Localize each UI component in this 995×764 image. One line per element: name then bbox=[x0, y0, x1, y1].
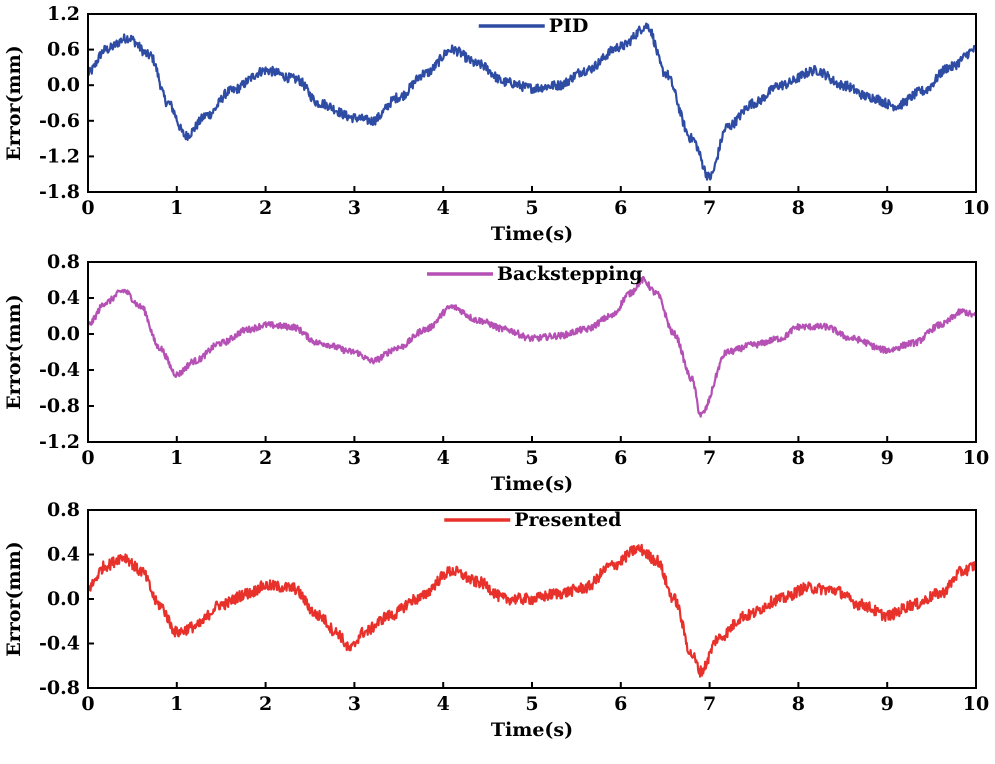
y-axis-title: Error(mm) bbox=[3, 294, 25, 409]
y-tick-label: 0.8 bbox=[47, 251, 80, 273]
x-tick-label: 7 bbox=[703, 693, 716, 715]
y-tick-label: -1.8 bbox=[39, 181, 80, 203]
x-tick-label: 10 bbox=[963, 693, 989, 715]
x-tick-label: 9 bbox=[881, 197, 894, 219]
presented-error-panel: 0 1 2 3 4 5 6 7 8 9 10 0.8 0.4 0.0 -0.4 -0.8 Time(s) Erro… bbox=[3, 499, 989, 741]
y-tick-label: 0.4 bbox=[47, 287, 80, 309]
x-axis-title: Time(s) bbox=[491, 223, 573, 245]
x-tick-label: 8 bbox=[792, 447, 805, 469]
x-tick-label: 6 bbox=[614, 693, 627, 715]
x-axis-title: Time(s) bbox=[491, 473, 573, 495]
x-tick-label: 6 bbox=[614, 197, 627, 219]
x-axis-title: Time(s) bbox=[491, 719, 573, 741]
x-tick-label: 9 bbox=[881, 693, 894, 715]
x-tick-label: 0 bbox=[81, 197, 94, 219]
series-line-backstepping bbox=[88, 276, 976, 418]
x-tick-label: 4 bbox=[437, 693, 450, 715]
y-tick-label: -0.8 bbox=[39, 395, 80, 417]
y-tick-label: 0.0 bbox=[47, 323, 80, 345]
x-tick-label: 7 bbox=[703, 197, 716, 219]
x-tick-label: 4 bbox=[437, 197, 450, 219]
x-tick-label: 2 bbox=[259, 447, 272, 469]
series-line-presented bbox=[88, 543, 976, 678]
y-tick-label: 0.6 bbox=[47, 39, 80, 61]
x-tick-label: 3 bbox=[348, 693, 361, 715]
y-tick-label: -1.2 bbox=[39, 145, 80, 167]
y-tick-label: 0.0 bbox=[47, 588, 80, 610]
x-tick-label: 1 bbox=[170, 447, 183, 469]
x-tick-label: 10 bbox=[963, 197, 989, 219]
series-line-pid bbox=[88, 22, 976, 181]
x-tick-label: 2 bbox=[259, 693, 272, 715]
x-tick-label: 2 bbox=[259, 197, 272, 219]
backstepping-error-panel: 0 1 2 3 4 5 6 7 8 9 10 0.8 0.4 0.0 -0.4 -0.8 -1.2 Time(s)… bbox=[3, 251, 989, 495]
legend-label: Presented bbox=[514, 509, 621, 531]
x-tick-label: 1 bbox=[170, 693, 183, 715]
x-tick-label: 5 bbox=[525, 197, 538, 219]
x-tick-label: 7 bbox=[703, 447, 716, 469]
legend-label: Backstepping bbox=[497, 263, 643, 285]
y-tick-label: -0.6 bbox=[39, 110, 80, 132]
legend-label: PID bbox=[549, 15, 589, 37]
x-tick-label: 10 bbox=[963, 447, 989, 469]
x-tick-label: 5 bbox=[525, 693, 538, 715]
y-tick-label: -1.2 bbox=[39, 431, 80, 453]
y-tick-label: 0.4 bbox=[47, 544, 80, 566]
y-tick-label: -0.4 bbox=[39, 633, 80, 655]
plot-frame bbox=[87, 261, 977, 443]
x-tick-label: 8 bbox=[792, 693, 805, 715]
y-tick-label: 0.0 bbox=[47, 74, 80, 96]
y-axis-title: Error(mm) bbox=[3, 541, 25, 656]
x-tick-label: 5 bbox=[525, 447, 538, 469]
y-tick-label: -0.8 bbox=[39, 677, 80, 699]
x-tick-label: 0 bbox=[81, 447, 94, 469]
x-tick-label: 0 bbox=[81, 693, 94, 715]
y-tick-label: 1.2 bbox=[47, 3, 80, 25]
y-axis-title: Error(mm) bbox=[3, 45, 25, 160]
x-tick-label: 8 bbox=[792, 197, 805, 219]
y-tick-label: 0.8 bbox=[47, 499, 80, 521]
pid-error-panel: 0 1 2 3 4 5 6 7 8 9 10 1.2 0.6 0.0 -0.6 -1.2 -1.8 Time(s)… bbox=[3, 3, 989, 245]
x-tick-label: 1 bbox=[170, 197, 183, 219]
x-tick-label: 3 bbox=[348, 447, 361, 469]
plot-frame bbox=[87, 13, 977, 193]
x-tick-label: 6 bbox=[614, 447, 627, 469]
x-tick-label: 9 bbox=[881, 447, 894, 469]
x-tick-label: 3 bbox=[348, 197, 361, 219]
x-tick-label: 4 bbox=[437, 447, 450, 469]
y-tick-label: -0.4 bbox=[39, 359, 80, 381]
